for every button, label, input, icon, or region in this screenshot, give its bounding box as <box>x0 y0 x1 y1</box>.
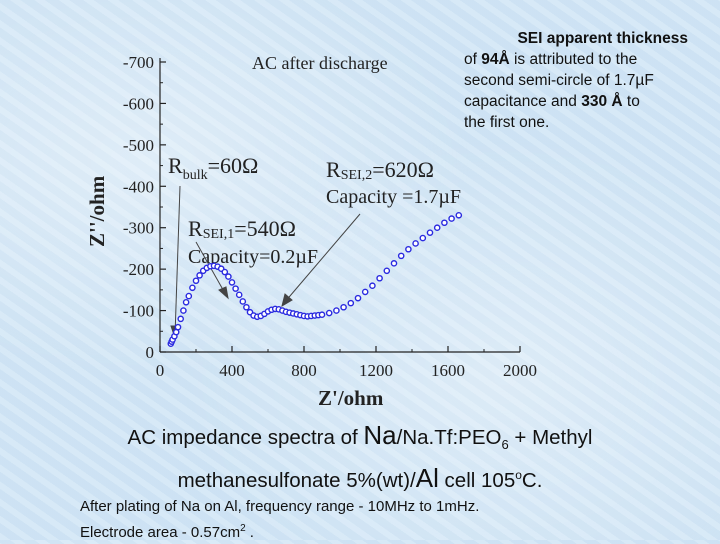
caption-p2: /Na.Tf:PEO <box>396 426 502 449</box>
data-point <box>177 315 184 323</box>
x-tick-label: 400 <box>219 361 245 380</box>
data-point <box>354 294 362 302</box>
data-point <box>180 307 187 314</box>
x-tick-label: 2000 <box>503 361 537 380</box>
data-point <box>325 309 333 317</box>
note-l1-bold: 94Å <box>481 51 510 68</box>
note-line-2: second semi-circle of 1.7µF <box>464 72 654 89</box>
data-series <box>167 211 463 348</box>
footnote-line-1: After plating of Na on Al, frequency ran… <box>80 498 480 515</box>
note-title: SEI apparent thickness <box>517 30 688 47</box>
data-point <box>426 229 434 236</box>
rbulk-arrow <box>174 185 181 337</box>
y-tick-label: 0 <box>146 343 155 362</box>
data-point <box>340 303 347 311</box>
note-l3-post: to <box>622 93 640 110</box>
data-point <box>189 284 196 292</box>
data-point <box>376 274 383 282</box>
footnote-l2-sup: 2 <box>240 523 246 534</box>
x-tick-label: 1600 <box>431 361 465 380</box>
data-point <box>196 272 203 279</box>
x-axis-label: Z'/ohm <box>318 386 384 410</box>
data-point <box>232 285 239 292</box>
caption-p1: AC impedance spectra of <box>127 426 364 449</box>
data-point <box>405 245 412 253</box>
sei-thickness-note: SEI apparent thickness of 94Å is attribu… <box>464 28 714 133</box>
data-point <box>239 298 247 305</box>
rsei1-label: RSEI,1=540Ω <box>188 216 296 242</box>
caption-na: Na <box>363 420 397 450</box>
data-point <box>455 211 463 219</box>
data-point <box>228 279 236 286</box>
data-point <box>397 252 405 260</box>
rsei2-arrowhead <box>281 293 293 308</box>
data-point <box>182 298 190 306</box>
y-tick-label: -600 <box>123 94 154 113</box>
x-tick-label: 800 <box>291 361 317 380</box>
y-tick-label: -100 <box>123 302 154 321</box>
data-point <box>361 288 369 296</box>
note-l3-pre: capacitance and <box>464 93 582 110</box>
caption-p6: C. <box>521 468 543 492</box>
data-point <box>369 282 376 290</box>
data-point <box>347 299 355 307</box>
caption-al: Al <box>415 462 439 493</box>
caption-degree: o <box>515 468 522 483</box>
rsei2-arrow <box>283 213 361 304</box>
x-axis-ticks: 0 400 800 1200 1600 2000 <box>156 346 537 380</box>
data-point <box>448 215 455 222</box>
capacity-1-label: Capacity=0.2µF <box>188 246 318 268</box>
data-point <box>383 267 391 275</box>
y-tick-label: -700 <box>123 53 154 72</box>
data-point <box>318 311 326 319</box>
data-point <box>174 323 182 331</box>
note-line-3: capacitance and 330 Å to <box>464 91 714 112</box>
rsei1-arrowhead <box>218 286 229 300</box>
data-point <box>192 277 200 285</box>
figure-caption: AC impedance spectra of Na/Na.Tf:PEO6 + … <box>40 420 680 496</box>
y-tick-label: -400 <box>123 177 154 196</box>
data-point <box>441 219 448 227</box>
y-tick-label: -200 <box>123 260 154 279</box>
footnote-line-2: Electrode area - 0.57cm2 . <box>80 518 700 544</box>
x-tick-label: 0 <box>156 361 165 380</box>
capacity-2-label: Capacity =1.7µF <box>326 186 461 208</box>
impedance-plot: -700 -600 -500 -400 -300 -200 -100 0 0 400 800 120… <box>85 53 537 410</box>
caption-p5: cell 105 <box>438 468 516 492</box>
chart-title: AC after discharge <box>252 53 388 73</box>
note-line-1: of 94Å is attributed to the <box>464 49 714 70</box>
data-point <box>390 260 398 267</box>
data-point <box>185 292 193 300</box>
data-point <box>243 303 250 311</box>
caption-sub6: 6 <box>501 437 509 453</box>
caption-line-1: AC impedance spectra of Na/Na.Tf:PEO6 + … <box>40 420 680 460</box>
data-point <box>225 273 232 280</box>
data-point <box>433 224 441 232</box>
data-point <box>333 307 340 314</box>
data-point <box>235 291 243 299</box>
rsei2-label: RSEI,2=620Ω <box>326 157 434 183</box>
data-point <box>419 234 427 242</box>
caption-line-2: methanesulfonate 5%(wt)/Al cell 105oC. <box>40 460 680 496</box>
note-line-4: the first one. <box>464 114 550 131</box>
footnote: After plating of Na on Al, frequency ran… <box>80 496 700 544</box>
note-l1-post: is attributed to the <box>509 51 638 68</box>
y-axis-label: Z''/ohm <box>85 175 109 247</box>
annotation-arrows <box>170 185 361 340</box>
y-tick-label: -500 <box>123 136 154 155</box>
footnote-l2b: . <box>245 524 254 541</box>
note-l1-pre: of <box>464 51 482 68</box>
y-tick-label: -300 <box>123 219 154 238</box>
data-point <box>221 268 229 276</box>
y-axis-ticks: -700 -600 -500 -400 -300 -200 -100 0 <box>123 53 166 362</box>
footnote-l2a: Electrode area - 0.57cm <box>80 524 241 541</box>
data-point <box>412 240 419 247</box>
caption-p3: + Methyl <box>508 426 593 449</box>
rbulk-label: Rbulk=60Ω <box>168 153 258 183</box>
note-l3-bold: 330 Å <box>581 93 623 110</box>
caption-p4: methanesulfonate 5%(wt)/ <box>177 468 416 492</box>
x-tick-label: 1200 <box>359 361 393 380</box>
